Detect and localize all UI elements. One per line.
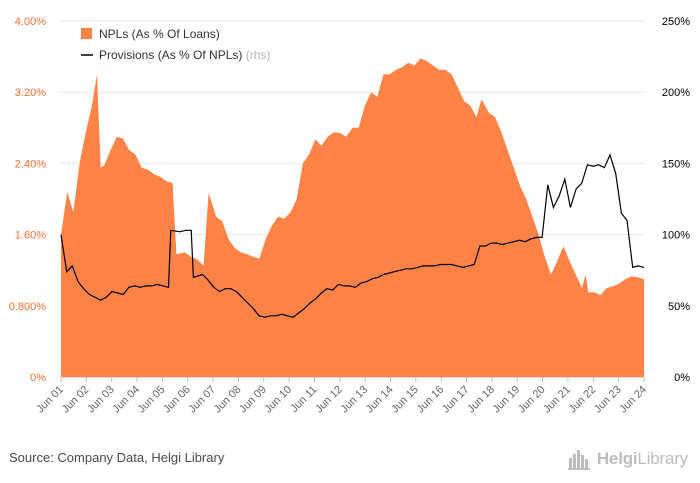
legend-npl-label: NPLs (As % Of Loans) (99, 27, 220, 41)
provisions-line-series (60, 153, 645, 318)
right-axis-tick-label: 250% (662, 16, 690, 28)
x-axis-tick-label: Jun 21 (541, 384, 573, 416)
x-axis-tick-label: Jun 12 (313, 384, 345, 416)
x-axis-tick-label: Jun 17 (440, 384, 472, 416)
x-axis-tick-label: Jun 16 (414, 384, 446, 416)
x-axis-tick-label: Jun 22 (567, 384, 599, 416)
x-axis-tick-label: Jun 03 (85, 384, 117, 416)
helgi-library-logo: HelgiLibrary (567, 446, 688, 472)
legend-npl-swatch (81, 28, 92, 39)
x-axis-tick-label: Jun 11 (288, 384, 319, 415)
right-axis-tick-label: 0% (674, 372, 690, 384)
right-axis-tick-label: 150% (662, 158, 690, 170)
left-axis-tick-label: 0% (30, 372, 46, 384)
x-axis-tick-label: Jun 18 (465, 384, 497, 416)
left-axis-tick-label: 1.60% (15, 230, 46, 242)
x-axis-tick-label: Jun 09 (237, 384, 269, 416)
left-axis-tick-label: 0.800% (9, 301, 47, 313)
x-axis-tick-label: Jun 01 (34, 384, 66, 416)
x-axis-tick-label: Jun 24 (617, 384, 649, 416)
x-axis-tick-label: Jun 10 (262, 384, 294, 416)
npl-area-series (61, 58, 644, 378)
x-axis-tick-label: Jun 19 (491, 384, 523, 416)
right-axis-tick-label: 100% (662, 230, 690, 242)
x-axis-tick-label: Jun 04 (110, 384, 142, 416)
left-axis-tick-label: 2.40% (15, 158, 46, 170)
brand-name: HelgiLibrary (596, 449, 688, 468)
right-axis-tick-label: 200% (662, 87, 690, 99)
footer: Source: Company Data, Helgi Library Helg… (0, 437, 700, 483)
x-axis-tick-label: Jun 13 (338, 384, 370, 416)
x-axis-tick-label: Jun 08 (212, 384, 244, 416)
x-axis-tick-label: Jun 05 (136, 384, 168, 416)
x-axis-tick-label: Jun 15 (389, 384, 421, 416)
source-note: Source: Company Data, Helgi Library (9, 450, 225, 465)
x-axis-tick-label: Jun 14 (364, 384, 396, 416)
x-axis-tick-label: Jun 06 (161, 384, 193, 416)
legend-provisions-label: Provisions (As % Of NPLs) (rhs) (99, 48, 270, 62)
left-axis-tick-label: 4.00% (15, 16, 46, 28)
city-skyline-icon (567, 450, 590, 470)
x-axis-tick-label: Jun 07 (186, 384, 218, 416)
right-axis-tick-label: 50% (668, 301, 690, 313)
left-axis-tick-label: 3.20% (15, 87, 46, 99)
legend-provisions-axis-note: (rhs) (246, 48, 271, 62)
x-axis-tick-label: Jun 23 (592, 384, 624, 416)
x-axis-tick-label: Jun 20 (516, 384, 548, 416)
x-axis-tick-label: Jun 02 (60, 384, 92, 416)
